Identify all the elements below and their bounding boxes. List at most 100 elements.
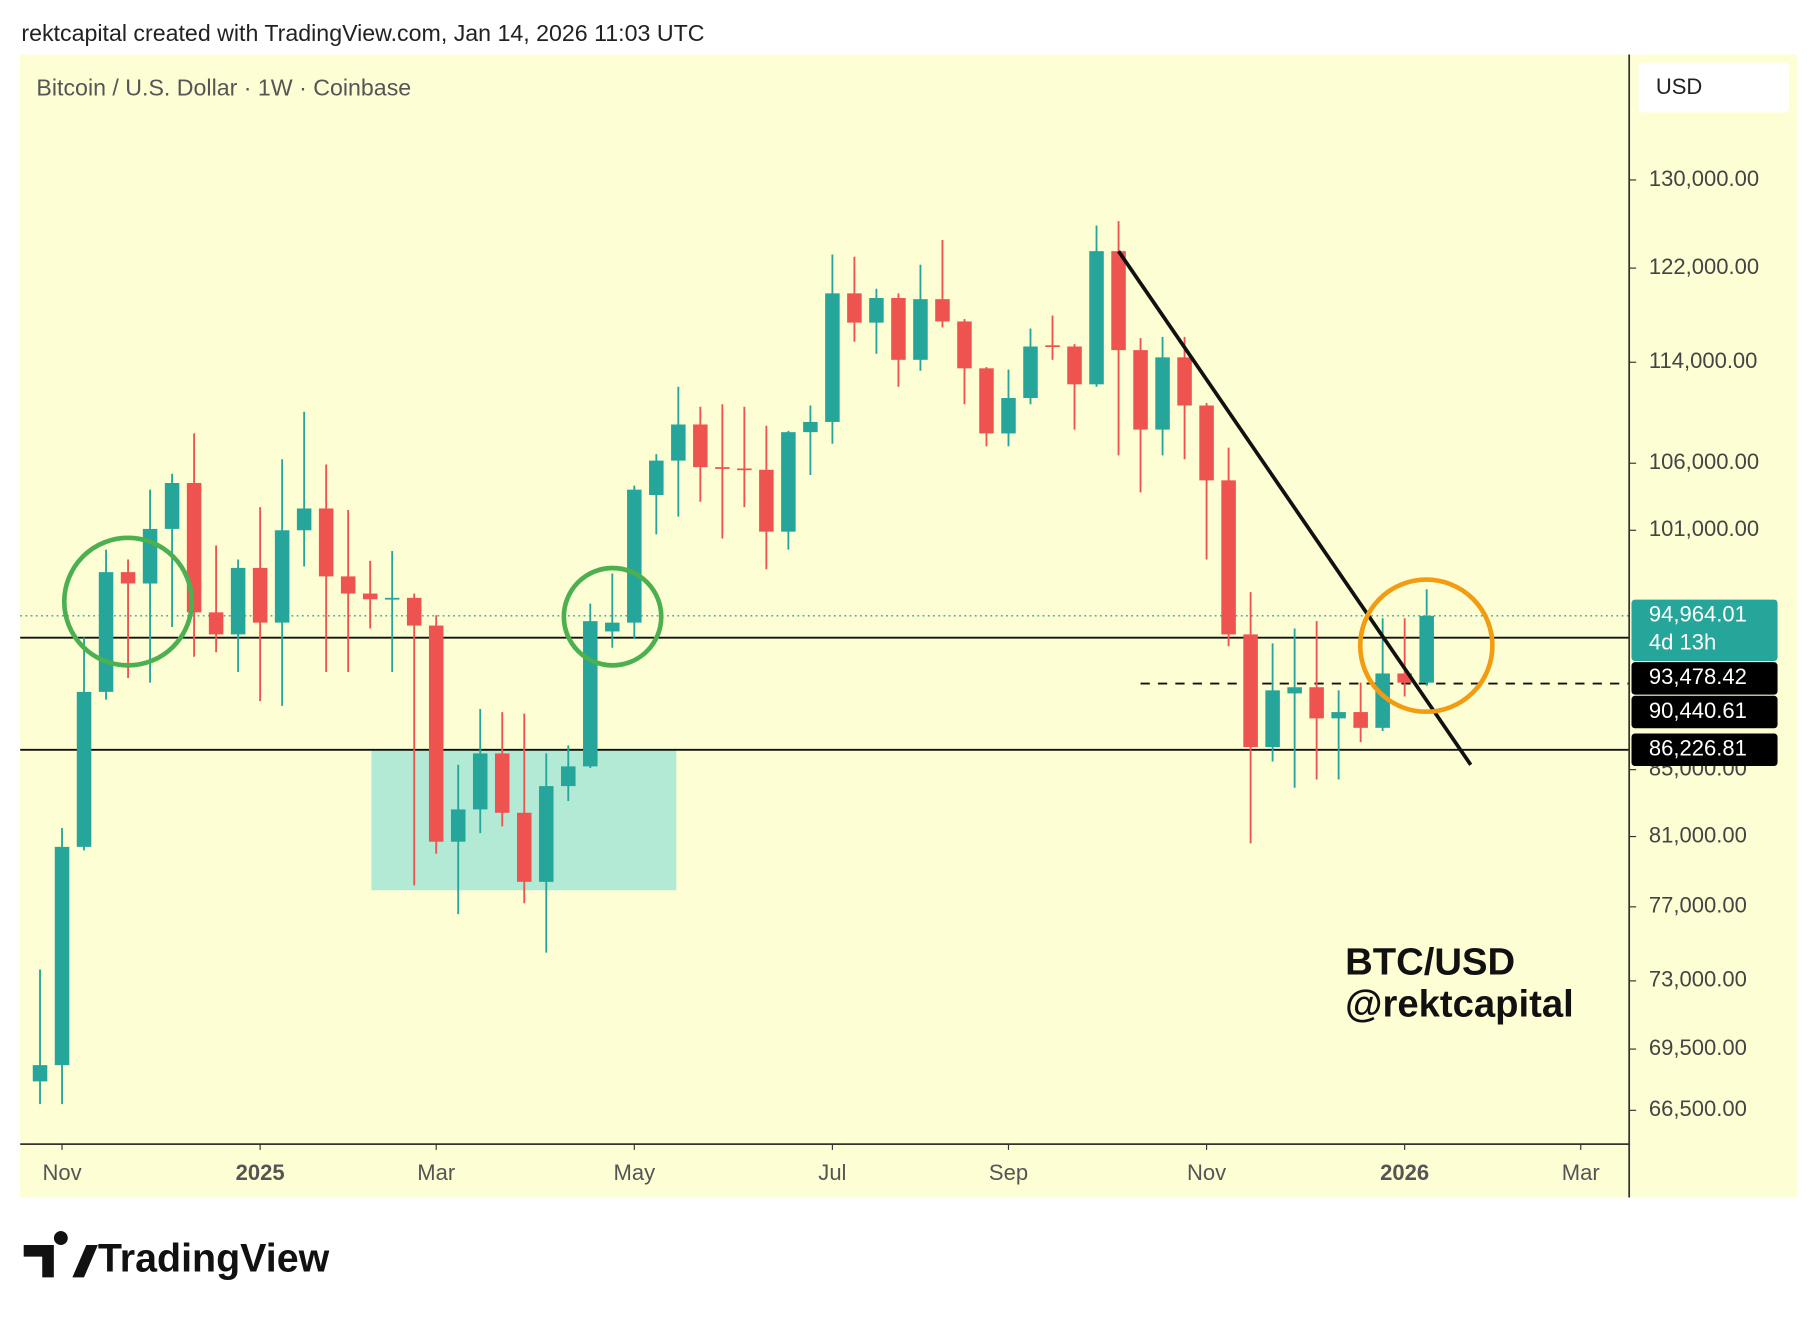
price-label-box (1631, 599, 1778, 662)
panel (20, 54, 1798, 1198)
y-tick-label: 114,000.00 (1649, 348, 1758, 373)
candle-body (1001, 398, 1016, 434)
logo: TradingView (23, 1231, 330, 1281)
candle-body (208, 612, 224, 635)
candle-body (605, 622, 620, 632)
candle-body (450, 809, 466, 842)
countdown: 4d 13h (1649, 629, 1716, 654)
candle-body (1397, 673, 1412, 683)
candle-body (164, 483, 180, 529)
candle-body (1089, 251, 1104, 385)
plot: 66,500.00 69,500.00 73,000.00 77,000.00 81,0… (20, 166, 1759, 1185)
candle-body (406, 597, 422, 626)
candle-body (1221, 480, 1236, 635)
candle-body (693, 424, 708, 468)
x-tick-label: 2025 (236, 1160, 285, 1185)
candle-body (384, 597, 400, 600)
candle-body (781, 432, 796, 532)
annotation: @rektcapital (1345, 982, 1574, 1025)
candle-body (32, 1065, 48, 1082)
y-tick-label: 122,000.00 (1649, 254, 1759, 279)
candle-body (120, 572, 136, 584)
candle-body (913, 299, 928, 360)
candle-body (230, 567, 246, 635)
trendline (1117, 250, 1473, 766)
x-tick-label: Mar (1562, 1160, 1600, 1185)
candle-body (428, 625, 444, 842)
candle-body (1045, 345, 1060, 348)
candle-body (847, 293, 862, 323)
candle-body (825, 293, 840, 422)
candle-body (1199, 405, 1214, 481)
price-label-box (1631, 662, 1778, 695)
candle-body (935, 299, 950, 322)
candle-body (76, 691, 92, 847)
x-tick-label: Mar (417, 1160, 455, 1185)
y-tick-label: 73,000.00 (1649, 967, 1747, 992)
candle-body (803, 421, 818, 433)
candle-body (1133, 350, 1148, 430)
candle-body (1155, 357, 1170, 430)
candle-body (472, 753, 488, 810)
candle-body (1287, 687, 1302, 694)
candle-body (715, 467, 730, 469)
header: rektcapital created with TradingView.com… (21, 20, 704, 46)
y-tick-label: 106,000.00 (1649, 449, 1759, 474)
y-tick-label: 101,000.00 (1649, 516, 1759, 541)
candle-body (1067, 346, 1082, 385)
candle-body (627, 489, 642, 623)
highlight-circle (1357, 577, 1495, 715)
logo-text: TradingView (98, 1237, 330, 1281)
candle-body (1419, 615, 1434, 683)
candle-body (891, 298, 906, 360)
candle-body (296, 508, 312, 531)
x-tick-label: Jul (818, 1160, 846, 1185)
price-label: 90,440.61 (1649, 698, 1747, 723)
x-tick-label: Sep (989, 1160, 1028, 1185)
candle-body (1375, 673, 1390, 728)
candle-body (142, 528, 158, 584)
candle-body (649, 460, 664, 496)
candle-body (54, 846, 70, 1066)
y-tick-label: 69,500.00 (1649, 1035, 1747, 1060)
candle-body (318, 508, 334, 577)
x-tick-label: 2026 (1380, 1160, 1429, 1185)
candle-body (737, 468, 752, 471)
x-tick-label: Nov (42, 1160, 81, 1185)
x-tick-label: Nov (1187, 1160, 1226, 1185)
candle-body (516, 812, 532, 882)
candle-body (759, 469, 774, 532)
candle-body (186, 483, 202, 613)
candle-body (1111, 251, 1126, 351)
y-tick-label: 81,000.00 (1649, 822, 1747, 847)
highlight-circle (561, 565, 664, 668)
price-label: 86,226.81 (1649, 736, 1747, 761)
price-label: 94,964.01 (1649, 602, 1747, 627)
candle-body (1177, 357, 1192, 406)
candle-body (1353, 712, 1368, 728)
candle-body (1265, 690, 1280, 747)
price-label: 93,478.42 (1649, 664, 1747, 689)
highlight-circle (61, 535, 195, 668)
candle-body (1309, 687, 1324, 719)
chart-title: Bitcoin / U.S. Dollar · 1W · Coinbase (36, 74, 411, 100)
y-tick-label: 77,000.00 (1649, 893, 1747, 918)
candle-body (1331, 712, 1346, 719)
candle-body (539, 786, 554, 882)
y-tick-label: 66,500.00 (1649, 1096, 1747, 1121)
candle-body (957, 321, 972, 369)
candle-body (362, 593, 378, 600)
logo-icon (23, 1231, 98, 1278)
candle-body (1023, 346, 1038, 399)
price-label-box (1631, 695, 1778, 729)
candle-body (98, 572, 114, 692)
currency: USD (1656, 74, 1702, 99)
candle-body (979, 368, 994, 434)
x-tick-label: May (614, 1160, 656, 1185)
y-tick-label: 130,000.00 (1649, 166, 1759, 191)
candle-body (494, 753, 510, 813)
candle-body (671, 424, 686, 461)
candle-body (561, 766, 576, 787)
candle-body (583, 621, 598, 767)
